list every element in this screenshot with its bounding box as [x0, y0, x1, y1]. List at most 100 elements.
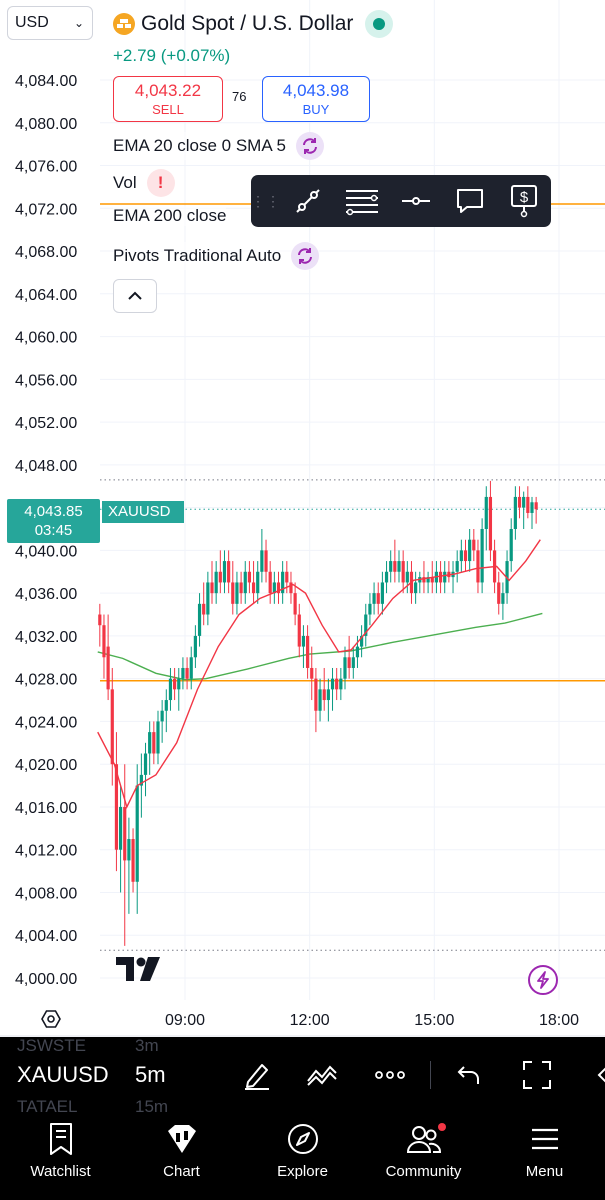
candle-body: [264, 550, 268, 572]
horizontal-line-tool-icon[interactable]: [389, 175, 443, 227]
candle-body: [160, 710, 164, 722]
drag-handle-icon[interactable]: ⋮⋮: [251, 192, 281, 209]
candle-body: [368, 603, 372, 615]
candle: [509, 518, 513, 572]
candle: [160, 700, 164, 743]
undo-icon[interactable]: [451, 1057, 487, 1093]
nav-explore[interactable]: Explore: [242, 1113, 363, 1200]
nav-menu[interactable]: Menu: [484, 1113, 605, 1200]
candle-body: [517, 496, 522, 508]
drawing-toolbar[interactable]: ⋮⋮ $: [251, 175, 551, 227]
candle-body: [513, 496, 517, 529]
candle: [463, 539, 468, 572]
price-tick-label: 4,016.00: [15, 800, 77, 817]
candle: [256, 561, 260, 604]
refresh-icon[interactable]: [295, 132, 324, 160]
indicators-icon[interactable]: [304, 1057, 340, 1093]
sell-button[interactable]: 4,043.22 SELL: [113, 76, 223, 122]
sell-label: SELL: [152, 102, 184, 117]
market-status-icon[interactable]: [365, 10, 394, 38]
price-change: +2.79 (+0.07%): [113, 46, 231, 65]
nav-chart[interactable]: Chart: [121, 1113, 242, 1200]
candle-body: [106, 646, 110, 690]
candle-body: [173, 678, 177, 690]
symbol-title-row[interactable]: Gold Spot / U.S. Dollar: [113, 8, 394, 40]
candle-body: [459, 550, 463, 562]
lightning-icon[interactable]: [528, 965, 558, 995]
candle: [227, 550, 231, 594]
candle-body: [509, 529, 513, 562]
price-tick-label: 4,064.00: [15, 287, 77, 304]
fullscreen-icon[interactable]: [519, 1057, 555, 1093]
price-chart[interactable]: 4,084.00 4,080.00 4,076.00 4,072.00 4,068.00…: [0, 0, 605, 1037]
candle-body: [102, 625, 106, 658]
bottom-navigation[interactable]: Watchlist Chart Explore Community Menu: [0, 1113, 605, 1200]
candle: [164, 689, 168, 733]
price-tick-label: 4,052.00: [15, 415, 77, 432]
candle-body: [480, 529, 484, 583]
time-axis: 09:00 12:00 15:00 18:00: [0, 1010, 605, 1037]
symbol-picker[interactable]: XAUUSD: [17, 1062, 109, 1087]
refresh-icon[interactable]: [291, 242, 320, 270]
currency-select[interactable]: USD ⌄: [7, 6, 93, 40]
candle-body: [135, 785, 139, 882]
indicator-vol[interactable]: Vol !: [113, 169, 175, 197]
candle-body: [197, 603, 202, 636]
chart-settings-icon[interactable]: [41, 1010, 61, 1028]
hexagon-shape: [41, 1010, 61, 1028]
candle-body: [335, 678, 339, 690]
more-dots-icon[interactable]: [372, 1057, 408, 1093]
candle: [281, 561, 285, 604]
draw-pen-icon[interactable]: [239, 1057, 275, 1093]
indicator-label: EMA 200 close: [113, 206, 227, 225]
indicator-ema20[interactable]: EMA 20 close 0 SMA 5: [113, 132, 324, 160]
price-tick-label: 4,060.00: [15, 330, 77, 347]
candle: [534, 496, 538, 524]
chart-toolbar[interactable]: JSWSTE 3m TATAEL 15m XAUUSD 5m: [0, 1037, 605, 1113]
candle-body: [222, 561, 227, 583]
warning-icon[interactable]: !: [146, 169, 175, 197]
chevron-left-icon[interactable]: [586, 1057, 605, 1093]
candle-body: [114, 764, 119, 850]
fib-lines-tool-icon[interactable]: [335, 175, 389, 227]
collapse-legend-button[interactable]: [113, 279, 157, 313]
candle: [98, 603, 102, 647]
candle-body: [193, 635, 197, 658]
callout-tool-icon[interactable]: [443, 175, 497, 227]
candle: [210, 561, 214, 604]
price-label-tool-icon[interactable]: $: [497, 175, 551, 227]
candle: [247, 561, 252, 594]
nav-community[interactable]: Community: [363, 1113, 484, 1200]
community-icon: [406, 1121, 446, 1157]
interval-picker[interactable]: 5m: [135, 1062, 166, 1087]
candle: [347, 635, 351, 679]
candle-body: [210, 582, 214, 594]
chart-grid: [100, 0, 605, 1000]
candle: [530, 496, 534, 529]
indicator-pivots[interactable]: Pivots Traditional Auto: [113, 242, 320, 270]
candle: [513, 486, 517, 540]
current-price-label: 4,043.85 03:45: [7, 499, 100, 543]
nav-watchlist[interactable]: Watchlist: [0, 1113, 121, 1200]
candle-body: [260, 550, 264, 572]
candle: [447, 561, 451, 583]
candle: [251, 561, 256, 604]
candle: [297, 603, 301, 658]
indicator-ema200[interactable]: EMA 200 close: [113, 206, 227, 226]
spread-value: 76: [232, 89, 247, 104]
candle: [488, 480, 493, 562]
buy-button[interactable]: 4,043.98 BUY: [262, 76, 370, 122]
candle: [272, 571, 276, 604]
candle-body: [247, 571, 252, 583]
candle-body: [468, 539, 472, 562]
toolbar-divider: [430, 1061, 431, 1089]
candle-body: [231, 582, 235, 604]
candle: [214, 561, 218, 604]
candle-body: [372, 593, 376, 604]
trend-line-tool-icon[interactable]: [281, 175, 335, 227]
candle: [231, 561, 235, 615]
tradingview-logo-icon[interactable]: [116, 957, 162, 986]
candle: [197, 593, 202, 647]
candle: [443, 561, 447, 594]
candle: [414, 571, 418, 604]
